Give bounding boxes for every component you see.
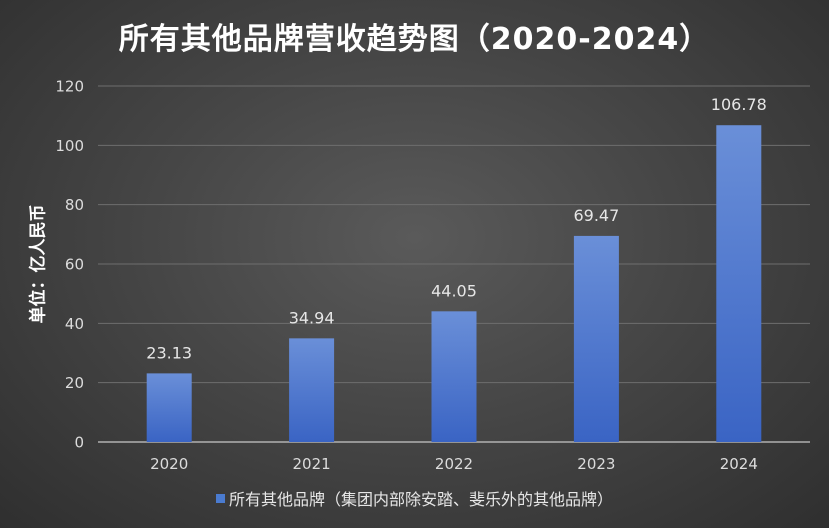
y-tick-label: 20 (65, 374, 84, 392)
chart-title: 所有其他品牌营收趋势图（2020-2024） (118, 22, 711, 57)
x-tick-label-2020: 2020 (150, 455, 188, 473)
data-label-2021: 34.94 (289, 308, 335, 327)
bar-2021 (289, 338, 335, 442)
x-tick-label-2023: 2023 (577, 455, 615, 473)
legend-label: 所有其他品牌（集团内部除安踏、斐乐外的其他品牌） (228, 490, 613, 509)
y-tick-label: 80 (65, 196, 84, 214)
data-label-2020: 23.13 (146, 343, 192, 362)
data-label-2022: 44.05 (431, 281, 477, 300)
bar-2020 (146, 373, 192, 442)
data-label-2023: 69.47 (573, 206, 619, 225)
x-tick-label-2024: 2024 (720, 455, 758, 473)
data-label-2024: 106.78 (711, 95, 767, 114)
y-tick-label: 100 (55, 137, 84, 155)
y-tick-label: 60 (65, 256, 84, 274)
bar-2024 (716, 125, 762, 442)
y-tick-labels: 0 20 40 60 80 100 120 (55, 78, 84, 452)
bars (146, 125, 762, 442)
y-tick-label: 40 (65, 315, 84, 333)
x-tick-labels: 2020 2021 2022 2023 2024 (150, 455, 758, 473)
bar-2023 (573, 235, 619, 442)
x-tick-label-2022: 2022 (435, 455, 473, 473)
bar-2022 (431, 311, 477, 442)
y-tick-label: 0 (74, 434, 84, 452)
legend-swatch (215, 493, 225, 503)
legend: 所有其他品牌（集团内部除安踏、斐乐外的其他品牌） (0, 486, 829, 510)
data-labels: 23.13 34.94 44.05 69.47 106.78 (146, 95, 766, 362)
y-tick-label: 120 (55, 78, 84, 96)
x-tick-label-2021: 2021 (293, 455, 331, 473)
